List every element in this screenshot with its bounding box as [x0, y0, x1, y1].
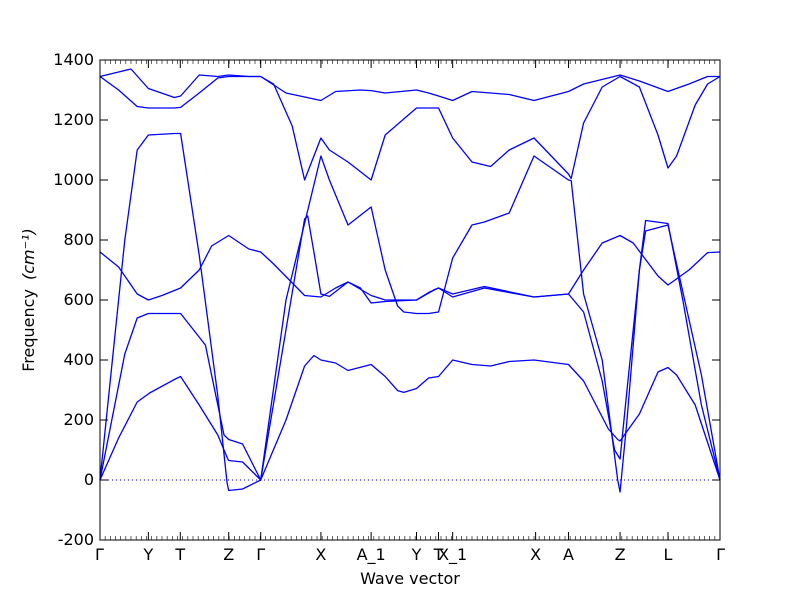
x-tick-label: Z — [223, 545, 234, 564]
y-tick-label: 400 — [63, 350, 94, 369]
x-tick-label: A_1 — [357, 545, 386, 565]
band-line-1 — [99, 354, 721, 481]
x-tick-label: X_1 — [438, 545, 467, 565]
x-tick-label: Y — [411, 545, 422, 564]
y-axis-label-text: Frequency — [19, 289, 38, 372]
x-tick-label: A — [563, 545, 574, 564]
y-axis-label: Frequency (cm⁻¹) — [19, 228, 38, 371]
y-tick-label: 1400 — [53, 50, 94, 69]
y-tick-label: 800 — [63, 230, 94, 249]
y-tick-label: 1200 — [53, 110, 94, 129]
x-tick-label: X — [315, 545, 326, 564]
plot-frame — [99, 59, 721, 541]
y-axis-label-unit: (cm⁻¹) — [19, 228, 38, 280]
band-line-4 — [99, 132, 721, 493]
band-line-6 — [99, 68, 720, 102]
band-line-2 — [99, 215, 721, 481]
x-tick-label: Γ — [95, 545, 104, 564]
band-line-3 — [99, 234, 721, 301]
series-layer — [99, 68, 721, 493]
x-tick-label: Z — [615, 545, 626, 564]
x-tick-label: T — [433, 545, 444, 564]
x-tick-label: Γ — [716, 545, 725, 564]
minor-ticks — [99, 60, 721, 540]
x-tick-label: L — [664, 545, 673, 564]
y-tick-label: -200 — [58, 530, 94, 549]
band-line-5 — [99, 75, 721, 181]
x-tick-label: Γ — [256, 545, 265, 564]
x-tick-label: T — [174, 545, 185, 564]
y-tick-label: 1000 — [53, 170, 94, 189]
y-tick-label: 600 — [63, 290, 94, 309]
y-tick-label: 200 — [63, 410, 94, 429]
x-tick-label: Y — [142, 545, 153, 564]
y-tick-label: 0 — [84, 470, 94, 489]
x-axis-label: Wave vector — [360, 569, 460, 588]
x-tick-label: X — [530, 545, 541, 564]
x-axis-ticks: Γ Y T Z Γ X A_1 Y TX_1 X A Z L Γ — [95, 60, 725, 565]
